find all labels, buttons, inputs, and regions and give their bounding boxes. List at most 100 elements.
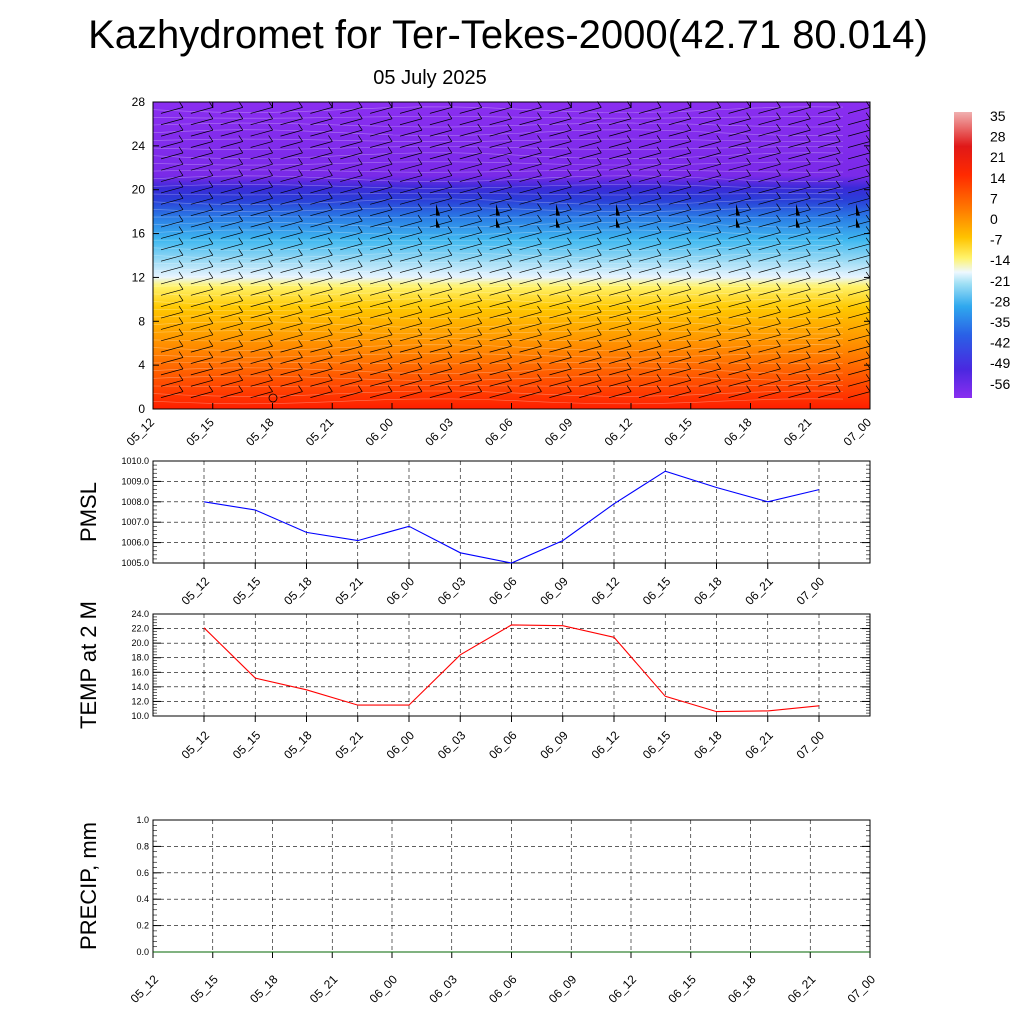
- wind-barb: [728, 232, 751, 239]
- wind-barb: [519, 220, 542, 228]
- wind-barb-flag: [596, 283, 602, 290]
- wind-barb: [758, 129, 781, 137]
- wind-barb-flag: [806, 158, 811, 165]
- wind-barb: [280, 220, 303, 228]
- wind-barb: [519, 288, 542, 296]
- wind-barb: [519, 175, 542, 182]
- wind-pennant: [616, 203, 620, 216]
- wind-barb: [399, 209, 423, 217]
- wind-barb-flag: [477, 305, 483, 313]
- wind-barb: [728, 379, 751, 387]
- wind-barb-flag: [387, 294, 393, 301]
- wind-barb-flag: [447, 283, 453, 290]
- wind-barb: [160, 197, 184, 205]
- wind-barb: [399, 197, 423, 205]
- wind-barb: [818, 209, 841, 217]
- wind-barb-flag: [328, 226, 333, 233]
- wind-barb-flag: [656, 123, 662, 131]
- wind-barb: [549, 141, 572, 148]
- wind-barb: [489, 220, 512, 228]
- wind-barb-flag: [328, 180, 333, 188]
- wind-barb-flag: [507, 203, 512, 210]
- colorbar-label: -35: [990, 314, 1010, 330]
- wind-barb-flag: [417, 237, 423, 245]
- wind-barb: [489, 334, 512, 342]
- wind-barb: [250, 391, 273, 398]
- contour-line: [152, 284, 844, 288]
- wind-barb: [579, 379, 602, 387]
- wind-barb-flag: [716, 271, 722, 279]
- wind-barb: [190, 288, 213, 296]
- wind-barb: [190, 277, 213, 285]
- wind-barb-flag: [626, 294, 632, 301]
- wind-barb: [609, 232, 632, 239]
- wind-barb: [459, 107, 482, 114]
- wind-barb: [160, 368, 184, 376]
- wind-barb: [758, 254, 781, 262]
- wind-barb: [609, 107, 632, 114]
- wind-barb-flag: [507, 328, 512, 335]
- wind-barb-flag: [626, 123, 632, 131]
- wind-barb: [399, 288, 423, 296]
- wind-barb: [190, 107, 213, 114]
- wind-barb: [370, 152, 393, 160]
- wind-barb-flag: [447, 192, 453, 199]
- wind-barb-flag: [835, 123, 841, 131]
- wind-barb: [579, 243, 602, 251]
- wind-barb-flag: [387, 237, 393, 245]
- wind-barb: [220, 129, 243, 137]
- wind-barb: [579, 323, 602, 330]
- wind-barb-flag: [746, 294, 751, 301]
- wind-barb-flag: [208, 135, 214, 142]
- wind-barb-flag: [208, 351, 214, 358]
- wind-barb-flag: [298, 374, 303, 381]
- wind-barb: [220, 118, 243, 126]
- wind-barb: [519, 323, 542, 330]
- wind-barb-flag: [537, 317, 542, 324]
- contour-line: [152, 307, 844, 311]
- wind-barb: [340, 368, 363, 376]
- wind-barb-flag: [567, 385, 572, 392]
- wind-barb-flag: [626, 226, 632, 233]
- wind-barb: [728, 311, 751, 319]
- wind-barb: [668, 152, 691, 160]
- wind-barb-flag: [387, 351, 393, 358]
- wind-barb: [399, 266, 423, 273]
- wind-barb: [549, 197, 572, 205]
- wind-barb: [280, 277, 303, 285]
- wind-barb-flag: [596, 362, 602, 370]
- x-tick-label: 05_12: [124, 415, 158, 449]
- wind-barb: [250, 107, 273, 114]
- wind-barb: [728, 118, 751, 126]
- wind-barb-flag: [716, 305, 722, 313]
- colorbar-label: 0: [990, 211, 998, 227]
- wind-barb: [638, 220, 662, 228]
- wind-barb: [370, 254, 393, 262]
- x-tick-label: 06_12: [589, 574, 623, 608]
- wind-barb-flag: [178, 135, 184, 142]
- wind-barb: [399, 152, 423, 160]
- x-tick-label: 06_18: [725, 972, 759, 1006]
- wind-barb: [698, 186, 721, 194]
- wind-barb: [429, 288, 452, 296]
- wind-barb-flag: [686, 260, 692, 267]
- wind-barb-flag: [806, 226, 811, 233]
- wind-barb: [459, 243, 482, 251]
- wind-barb: [370, 129, 393, 137]
- wind-barb: [489, 300, 512, 308]
- calm-wind-marker: [268, 393, 278, 403]
- wind-barb-flag: [746, 169, 751, 176]
- wind-barb-flag: [477, 169, 483, 176]
- y-tick-label: 12.0: [131, 696, 149, 706]
- wind-barb-flag: [268, 294, 273, 301]
- wind-barb: [459, 357, 482, 364]
- wind-barb: [280, 163, 303, 171]
- wind-barb: [519, 368, 542, 376]
- wind-barb: [848, 141, 871, 148]
- wind-barb: [220, 243, 243, 251]
- wind-barb: [310, 391, 333, 398]
- wind-barb-flag: [716, 317, 722, 324]
- wind-barb-flag: [238, 271, 244, 279]
- wind-barb-flag: [417, 214, 423, 222]
- wind-barb: [190, 379, 213, 387]
